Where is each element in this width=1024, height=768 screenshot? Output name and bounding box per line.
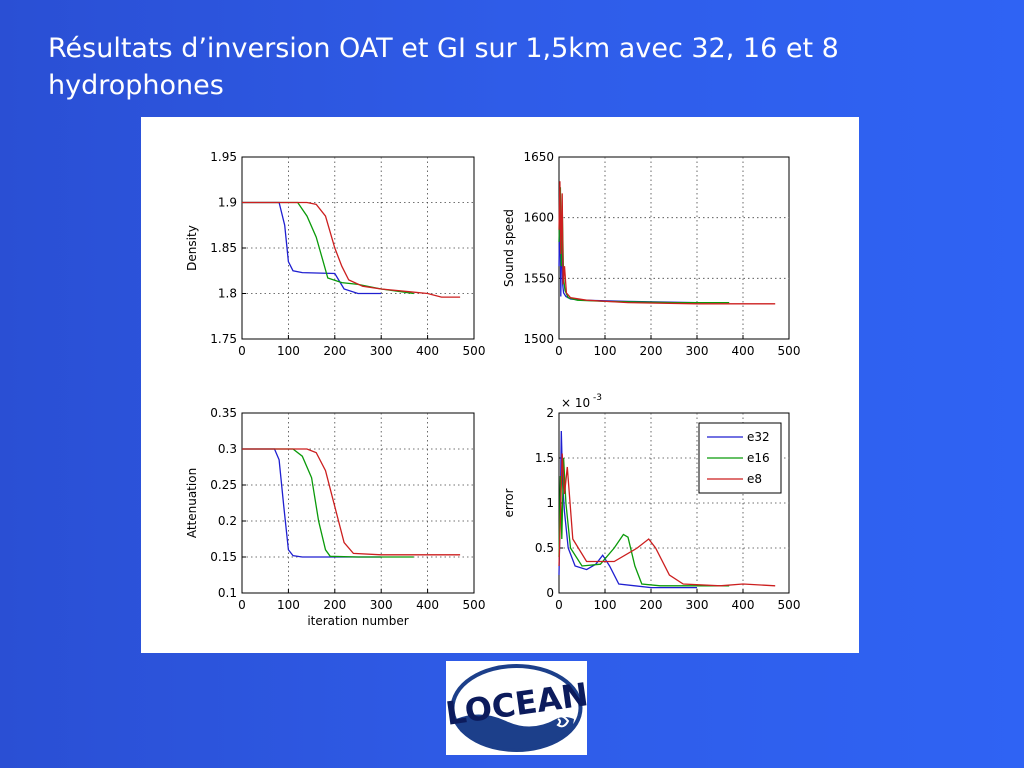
y-tick-label: 1.75 [210, 332, 237, 346]
y-tick-label: 0.25 [210, 478, 237, 492]
y-tick-label: 1550 [523, 271, 554, 285]
x-tick-label: 200 [640, 344, 663, 358]
x-tick-label: 400 [416, 344, 439, 358]
x-tick-label: 400 [732, 598, 755, 612]
locean-logo-mark: LOCEAN [443, 664, 591, 752]
series-line-e8 [242, 448, 461, 556]
y-tick-label: 0.1 [218, 586, 237, 600]
y-tick-label: 0.35 [210, 406, 237, 420]
y-tick-label: 1600 [523, 211, 554, 225]
y-tick-label: 1650 [523, 150, 554, 164]
y-tick-label: 0.15 [210, 550, 237, 564]
x-tick-label: 500 [463, 598, 486, 612]
x-tick-label: 500 [463, 344, 486, 358]
y-tick-label: 0.3 [218, 442, 237, 456]
x-tick-label: 300 [686, 598, 709, 612]
series-line-e32 [558, 430, 697, 589]
y-tick-label: 0.2 [218, 514, 237, 528]
y-tick-label: 2 [546, 406, 554, 420]
series-line-e16 [558, 457, 730, 587]
chart-panel-3: 0 100 200 300 400 500 0.1 0.15 0.2 0.25 0.3 0.35 Att… [185, 406, 485, 628]
x-tick-label: 200 [323, 598, 346, 612]
slide-title: Résultats d’inversion OAT et GI sur 1,5k… [48, 33, 839, 101]
series-line-e16 [242, 448, 414, 558]
legend-label-e16: e16 [747, 451, 770, 465]
x-tick-label: 300 [370, 344, 393, 358]
series-line-e32 [242, 448, 382, 558]
axis-multiplier: × 10 [561, 396, 590, 410]
legend-label-e8: e8 [747, 472, 762, 486]
y-tick-label: 1.9 [218, 196, 237, 210]
plot-frame [558, 156, 790, 340]
y-tick-label: 1 [546, 496, 554, 510]
x-tick-label: 400 [732, 344, 755, 358]
y-axis-label: Density [185, 225, 199, 271]
x-tick-label: 0 [238, 598, 246, 612]
series-line-e8 [558, 453, 776, 587]
x-tick-label: 500 [778, 598, 801, 612]
x-tick-label: 400 [416, 598, 439, 612]
legend: e32 e16 e8 [698, 422, 782, 494]
x-tick-label: 200 [640, 598, 663, 612]
x-tick-label: 0 [555, 344, 563, 358]
x-tick-label: 100 [594, 598, 617, 612]
x-tick-label: 0 [238, 344, 246, 358]
y-axis-label: error [502, 488, 516, 517]
x-axis-label: iteration number [307, 614, 408, 628]
x-tick-label: 500 [778, 344, 801, 358]
x-tick-label: 0 [555, 598, 563, 612]
plot-frame [241, 156, 475, 340]
y-tick-label: 1500 [523, 332, 554, 346]
series-line-e8 [558, 181, 776, 305]
x-tick-label: 300 [686, 344, 709, 358]
y-axis-label: Attenuation [185, 468, 199, 538]
chart-figure: 0 100 200 300 400 500 1.75 1.8 1.85 1.9 1.95 Densit… [141, 117, 859, 653]
y-axis-label: Sound speed [502, 209, 516, 287]
x-tick-label: 100 [277, 344, 300, 358]
y-tick-label: 1.95 [210, 150, 237, 164]
x-tick-label: 100 [594, 344, 617, 358]
locean-logo: LOCEAN [443, 661, 591, 755]
series-line-e8 [242, 201, 461, 298]
chart-panel-1: 0 100 200 300 400 500 1.75 1.8 1.85 1.9 1.95 Densit… [185, 150, 485, 358]
chart-svg: 0 100 200 300 400 5001.751.81.851.91.95Densit… [185, 150, 800, 628]
x-tick-label: 300 [370, 598, 393, 612]
y-tick-label: 1.5 [535, 451, 554, 465]
x-tick-label: 200 [323, 344, 346, 358]
y-tick-label: 1.8 [218, 287, 237, 301]
y-tick-label: 1.85 [210, 241, 237, 255]
legend-label-e32: e32 [747, 430, 770, 444]
x-tick-label: 100 [277, 598, 300, 612]
axis-exponent: -3 [593, 393, 602, 403]
y-tick-label: 0.5 [535, 541, 554, 555]
plot-frame [241, 412, 475, 594]
y-tick-label: 0 [546, 586, 554, 600]
chart-panel-2: 0 100 200 300 400 500 1500 1550 1600 1650 Sound sp… [502, 150, 800, 358]
series-line-e32 [242, 201, 382, 295]
